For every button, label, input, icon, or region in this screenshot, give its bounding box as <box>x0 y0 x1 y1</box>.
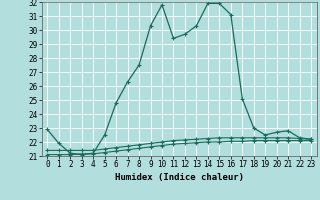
X-axis label: Humidex (Indice chaleur): Humidex (Indice chaleur) <box>115 173 244 182</box>
